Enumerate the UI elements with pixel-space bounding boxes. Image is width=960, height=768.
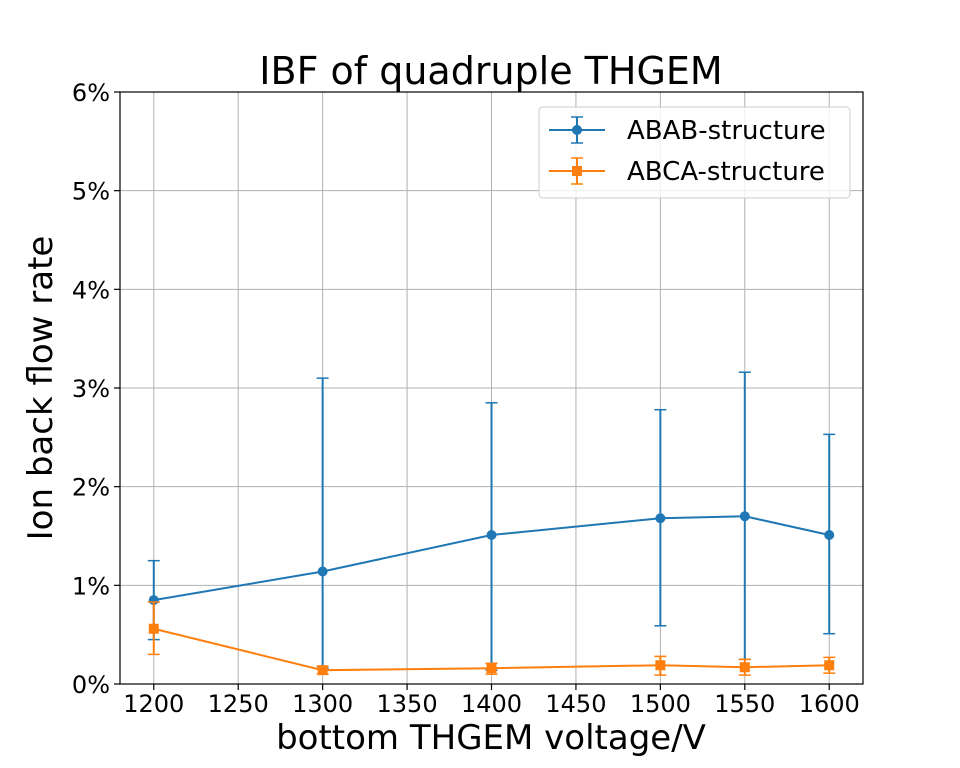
x-tick-label: 1450 <box>545 690 606 718</box>
y-tick-label: 0% <box>72 671 110 699</box>
y-tick-label: 3% <box>72 375 110 403</box>
chart-title: IBF of quadruple THGEM <box>259 49 722 93</box>
legend-label: ABCA-structure <box>627 157 825 187</box>
y-tick-label: 6% <box>72 79 110 107</box>
y-tick-label: 5% <box>72 178 110 206</box>
data-point <box>739 511 750 522</box>
x-tick-label: 1300 <box>292 690 353 718</box>
data-point <box>824 660 835 671</box>
y-tick-label: 4% <box>72 276 110 304</box>
series-abca-structure <box>147 601 836 676</box>
x-tick-label: 1200 <box>123 690 184 718</box>
x-tick-label: 1500 <box>630 690 691 718</box>
data-point <box>486 530 497 541</box>
x-tick-label: 1350 <box>377 690 438 718</box>
ticks: 1200 1250 1300 1350 1400 1450 1500 1550 1600 0% 1%… <box>72 79 860 718</box>
series-line <box>153 515 830 602</box>
data-point <box>486 663 497 674</box>
series-layer <box>147 371 836 676</box>
x-tick-label: 1550 <box>714 690 775 718</box>
data-point <box>739 662 750 673</box>
legend-marker <box>572 166 582 176</box>
x-tick-label: 1400 <box>461 690 522 718</box>
legend: ABAB-structure ABCA-structure <box>538 106 851 199</box>
series-abab-structure <box>147 371 836 671</box>
x-tick-label: 1600 <box>799 690 860 718</box>
y-axis-label: Ion back flow rate <box>21 236 61 541</box>
y-tick-label: 2% <box>72 474 110 502</box>
data-point <box>148 623 159 634</box>
data-point <box>655 660 666 671</box>
series-line <box>153 627 830 672</box>
data-point <box>824 530 835 541</box>
data-point <box>317 566 328 577</box>
y-tick-label: 1% <box>72 572 110 600</box>
legend-marker <box>572 125 582 135</box>
legend-frame <box>538 106 851 199</box>
legend-label: ABAB-structure <box>627 116 826 146</box>
data-point <box>317 665 328 676</box>
legend-entry: ABCA-structure <box>549 157 825 187</box>
x-tick-label: 1250 <box>208 690 269 718</box>
legend-entry: ABAB-structure <box>549 116 826 146</box>
x-axis-label: bottom THGEM voltage/V <box>276 718 706 758</box>
data-point <box>655 513 666 524</box>
